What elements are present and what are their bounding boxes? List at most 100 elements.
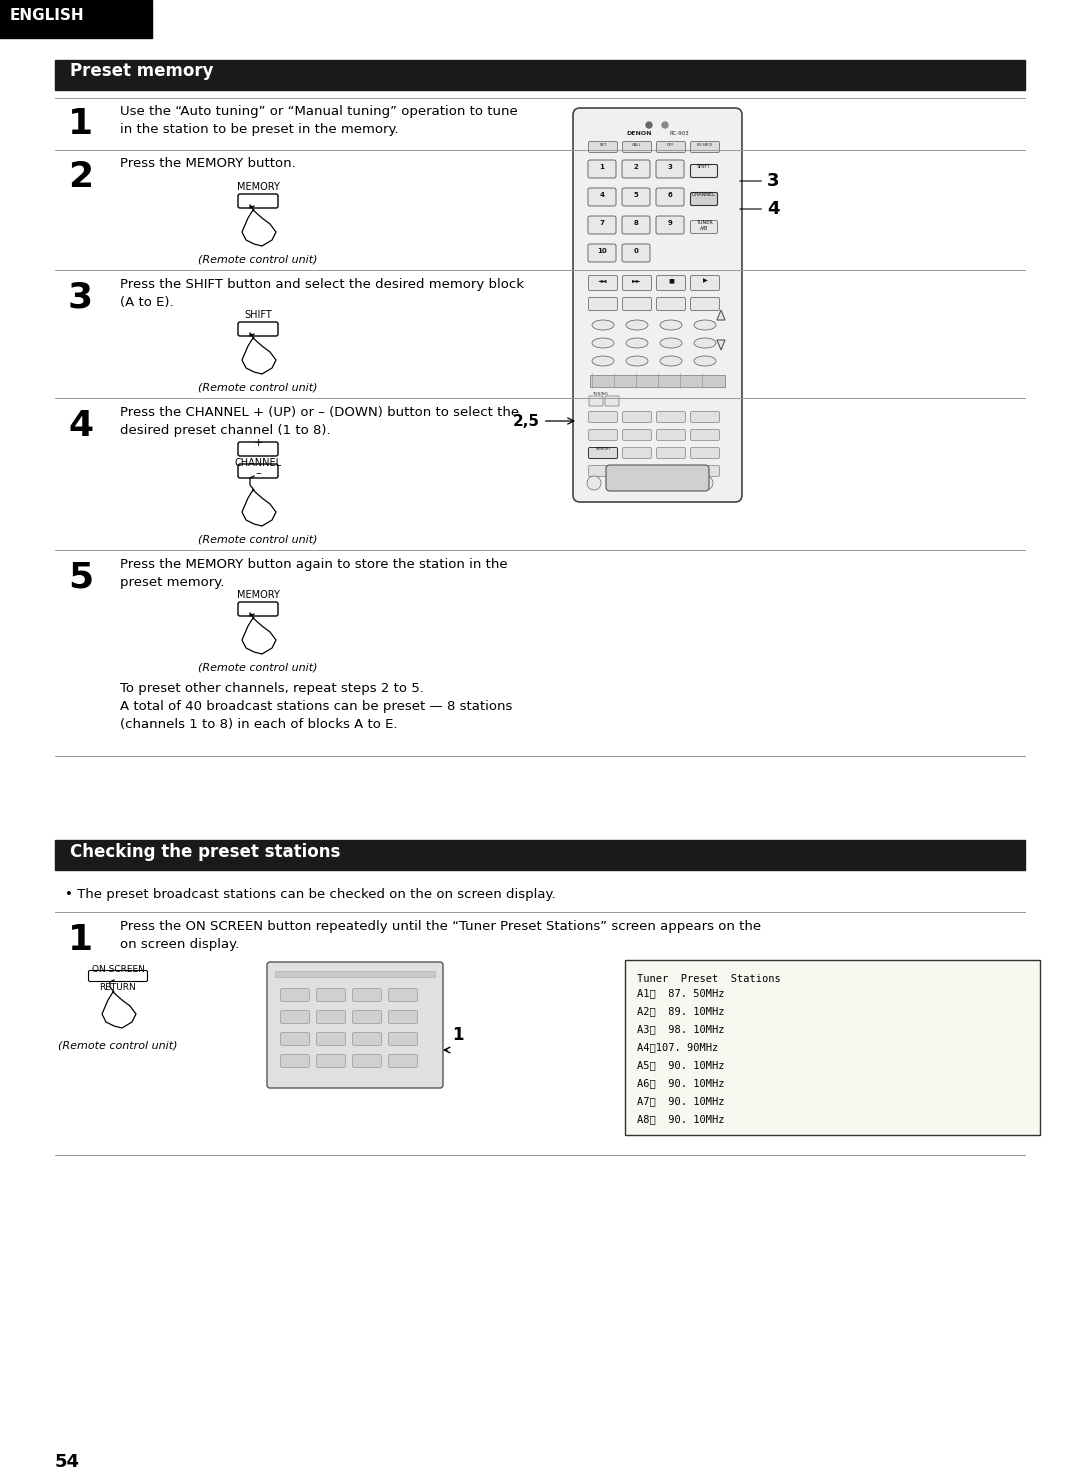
Text: SET: SET — [599, 143, 607, 147]
Text: CHANNEL: CHANNEL — [692, 191, 716, 197]
FancyBboxPatch shape — [588, 217, 616, 234]
FancyBboxPatch shape — [622, 189, 650, 206]
FancyBboxPatch shape — [281, 1033, 310, 1046]
FancyBboxPatch shape — [605, 396, 619, 407]
Text: Preset memory: Preset memory — [70, 62, 214, 80]
FancyBboxPatch shape — [690, 430, 719, 440]
Ellipse shape — [592, 320, 615, 330]
Circle shape — [615, 476, 629, 491]
Text: IN SRCE: IN SRCE — [698, 143, 713, 147]
FancyBboxPatch shape — [281, 988, 310, 1002]
Text: A3ℳ  98. 10MHz: A3ℳ 98. 10MHz — [637, 1024, 725, 1034]
Text: ►►: ►► — [632, 278, 642, 283]
FancyBboxPatch shape — [238, 323, 278, 336]
Text: 1: 1 — [453, 1027, 463, 1044]
FancyBboxPatch shape — [589, 448, 618, 458]
Text: 6: 6 — [667, 191, 673, 197]
Text: Tuner  Preset  Stations: Tuner Preset Stations — [637, 974, 781, 984]
Text: CHANNEL: CHANNEL — [234, 458, 282, 468]
FancyBboxPatch shape — [573, 108, 742, 502]
FancyBboxPatch shape — [657, 430, 686, 440]
Text: 2,5: 2,5 — [513, 414, 573, 429]
FancyBboxPatch shape — [588, 245, 616, 262]
Text: 2: 2 — [68, 161, 93, 194]
FancyBboxPatch shape — [238, 464, 278, 479]
FancyBboxPatch shape — [657, 275, 686, 290]
FancyBboxPatch shape — [281, 1010, 310, 1024]
Text: +: + — [254, 437, 262, 448]
FancyBboxPatch shape — [316, 988, 346, 1002]
Text: A2ℳ  89. 10MHz: A2ℳ 89. 10MHz — [637, 1006, 725, 1016]
Text: 4: 4 — [599, 191, 605, 197]
FancyBboxPatch shape — [316, 1055, 346, 1068]
Ellipse shape — [660, 320, 681, 330]
Circle shape — [671, 476, 685, 491]
Text: TUNING: TUNING — [592, 392, 608, 396]
Bar — [625, 960, 1040, 1136]
Text: Press the ON SCREEN button repeatedly until the “Tuner Preset Stations” screen a: Press the ON SCREEN button repeatedly un… — [120, 921, 761, 952]
FancyBboxPatch shape — [690, 448, 719, 458]
Text: RC-903: RC-903 — [670, 131, 689, 136]
FancyBboxPatch shape — [389, 988, 418, 1002]
FancyBboxPatch shape — [281, 1055, 310, 1068]
Text: 3: 3 — [740, 172, 780, 190]
FancyBboxPatch shape — [622, 430, 651, 440]
FancyBboxPatch shape — [622, 275, 651, 290]
Text: 54: 54 — [55, 1452, 80, 1472]
Text: 4: 4 — [68, 409, 93, 443]
FancyBboxPatch shape — [690, 411, 719, 423]
FancyBboxPatch shape — [622, 217, 650, 234]
Bar — [0, 0, 152, 38]
FancyBboxPatch shape — [589, 275, 618, 290]
Text: A1ℳ  87. 50MHz: A1ℳ 87. 50MHz — [637, 988, 725, 999]
Text: 2: 2 — [634, 164, 638, 169]
Circle shape — [646, 122, 652, 128]
Text: 1: 1 — [68, 924, 93, 957]
FancyBboxPatch shape — [622, 141, 651, 153]
Text: (Remote control unit): (Remote control unit) — [199, 383, 318, 393]
FancyBboxPatch shape — [352, 988, 381, 1002]
Text: CALL: CALL — [632, 143, 642, 147]
FancyBboxPatch shape — [589, 430, 618, 440]
Text: ■: ■ — [669, 278, 674, 283]
Text: Press the SHIFT button and select the desired memory block
(A to E).: Press the SHIFT button and select the de… — [120, 278, 524, 309]
Text: 9: 9 — [667, 219, 673, 225]
FancyBboxPatch shape — [606, 465, 708, 491]
Polygon shape — [717, 309, 725, 320]
Text: Press the MEMORY button again to store the station in the
preset memory.: Press the MEMORY button again to store t… — [120, 558, 508, 589]
Text: ON SCREEN: ON SCREEN — [92, 965, 145, 974]
FancyBboxPatch shape — [589, 448, 618, 458]
Text: 7: 7 — [599, 219, 605, 225]
FancyBboxPatch shape — [656, 189, 684, 206]
Text: (Remote control unit): (Remote control unit) — [199, 255, 318, 265]
Text: ENGLISH: ENGLISH — [10, 7, 84, 24]
Text: MEMORY: MEMORY — [237, 591, 280, 600]
FancyBboxPatch shape — [690, 298, 719, 311]
FancyBboxPatch shape — [352, 1010, 381, 1024]
Text: Checking the preset stations: Checking the preset stations — [70, 843, 340, 862]
Bar — [55, 840, 1025, 871]
FancyBboxPatch shape — [238, 602, 278, 616]
Text: Press the CHANNEL + (UP) or – (DOWN) button to select the
desired preset channel: Press the CHANNEL + (UP) or – (DOWN) but… — [120, 407, 519, 437]
Bar — [590, 376, 725, 387]
FancyBboxPatch shape — [657, 141, 686, 153]
Text: Use the “Auto tuning” or “Manual tuning” operation to tune
in the station to be : Use the “Auto tuning” or “Manual tuning”… — [120, 105, 517, 136]
Text: RETURN: RETURN — [99, 982, 136, 991]
FancyBboxPatch shape — [657, 448, 686, 458]
FancyBboxPatch shape — [690, 141, 719, 153]
FancyBboxPatch shape — [657, 411, 686, 423]
Circle shape — [662, 122, 669, 128]
FancyBboxPatch shape — [657, 465, 686, 476]
Text: • The preset broadcast stations can be checked on the on screen display.: • The preset broadcast stations can be c… — [65, 888, 555, 901]
FancyBboxPatch shape — [588, 161, 616, 178]
FancyBboxPatch shape — [690, 165, 717, 178]
Text: 5: 5 — [68, 560, 93, 594]
Text: (Remote control unit): (Remote control unit) — [58, 1040, 178, 1050]
Text: 3: 3 — [68, 280, 93, 314]
Circle shape — [643, 476, 657, 491]
FancyBboxPatch shape — [690, 221, 717, 234]
Text: A5ℳ  90. 10MHz: A5ℳ 90. 10MHz — [637, 1061, 725, 1069]
Circle shape — [699, 476, 713, 491]
Ellipse shape — [694, 320, 716, 330]
Text: ◄◄: ◄◄ — [598, 278, 608, 283]
